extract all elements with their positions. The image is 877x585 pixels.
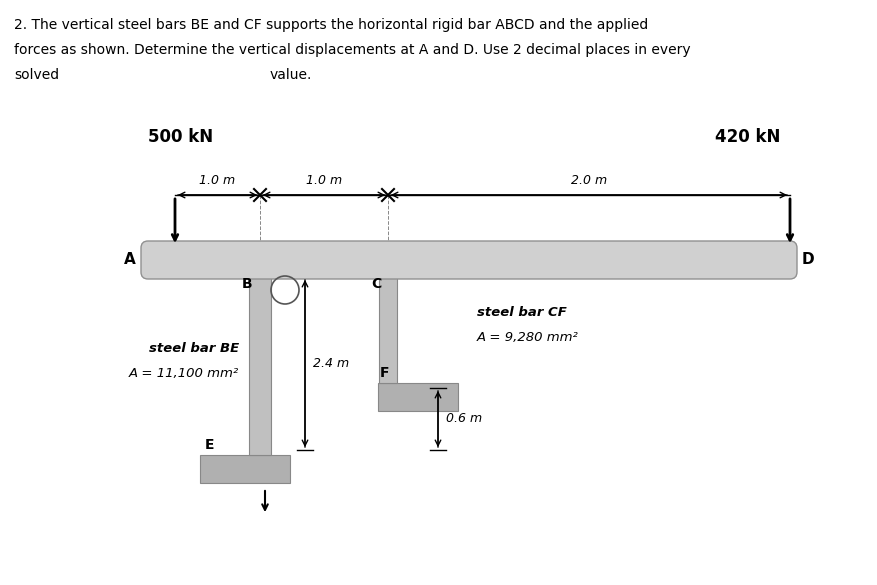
Text: E: E: [204, 438, 214, 452]
Bar: [200, 455, 289, 483]
Text: 0.6 m: 0.6 m: [446, 412, 481, 425]
Text: F: F: [380, 366, 389, 380]
Text: 2.0 m: 2.0 m: [570, 174, 606, 187]
Text: A: A: [125, 253, 136, 267]
Text: 1.0 m: 1.0 m: [199, 174, 235, 187]
FancyBboxPatch shape: [141, 241, 796, 279]
Text: A = 9,280 mm²: A = 9,280 mm²: [476, 331, 578, 344]
Bar: [249, 272, 271, 455]
Text: 500 kN: 500 kN: [148, 128, 213, 146]
Text: steel bar BE: steel bar BE: [149, 342, 239, 355]
Text: 2. The vertical steel bars BE and CF supports the horizontal rigid bar ABCD and : 2. The vertical steel bars BE and CF sup…: [14, 18, 647, 32]
Text: forces as shown. Determine the vertical displacements at A and D. Use 2 decimal : forces as shown. Determine the vertical …: [14, 43, 690, 57]
Text: 420 kN: 420 kN: [714, 128, 779, 146]
Text: steel bar CF: steel bar CF: [476, 306, 567, 319]
Text: solved: solved: [14, 68, 59, 82]
Text: 1.0 m: 1.0 m: [305, 174, 342, 187]
Text: 2.4 m: 2.4 m: [312, 357, 349, 370]
Text: D: D: [801, 253, 814, 267]
Text: C: C: [371, 277, 381, 291]
Bar: [379, 272, 396, 383]
Bar: [378, 383, 458, 411]
Text: value.: value.: [270, 68, 312, 82]
Text: A = 11,100 mm²: A = 11,100 mm²: [129, 367, 239, 380]
Text: B: B: [241, 277, 252, 291]
